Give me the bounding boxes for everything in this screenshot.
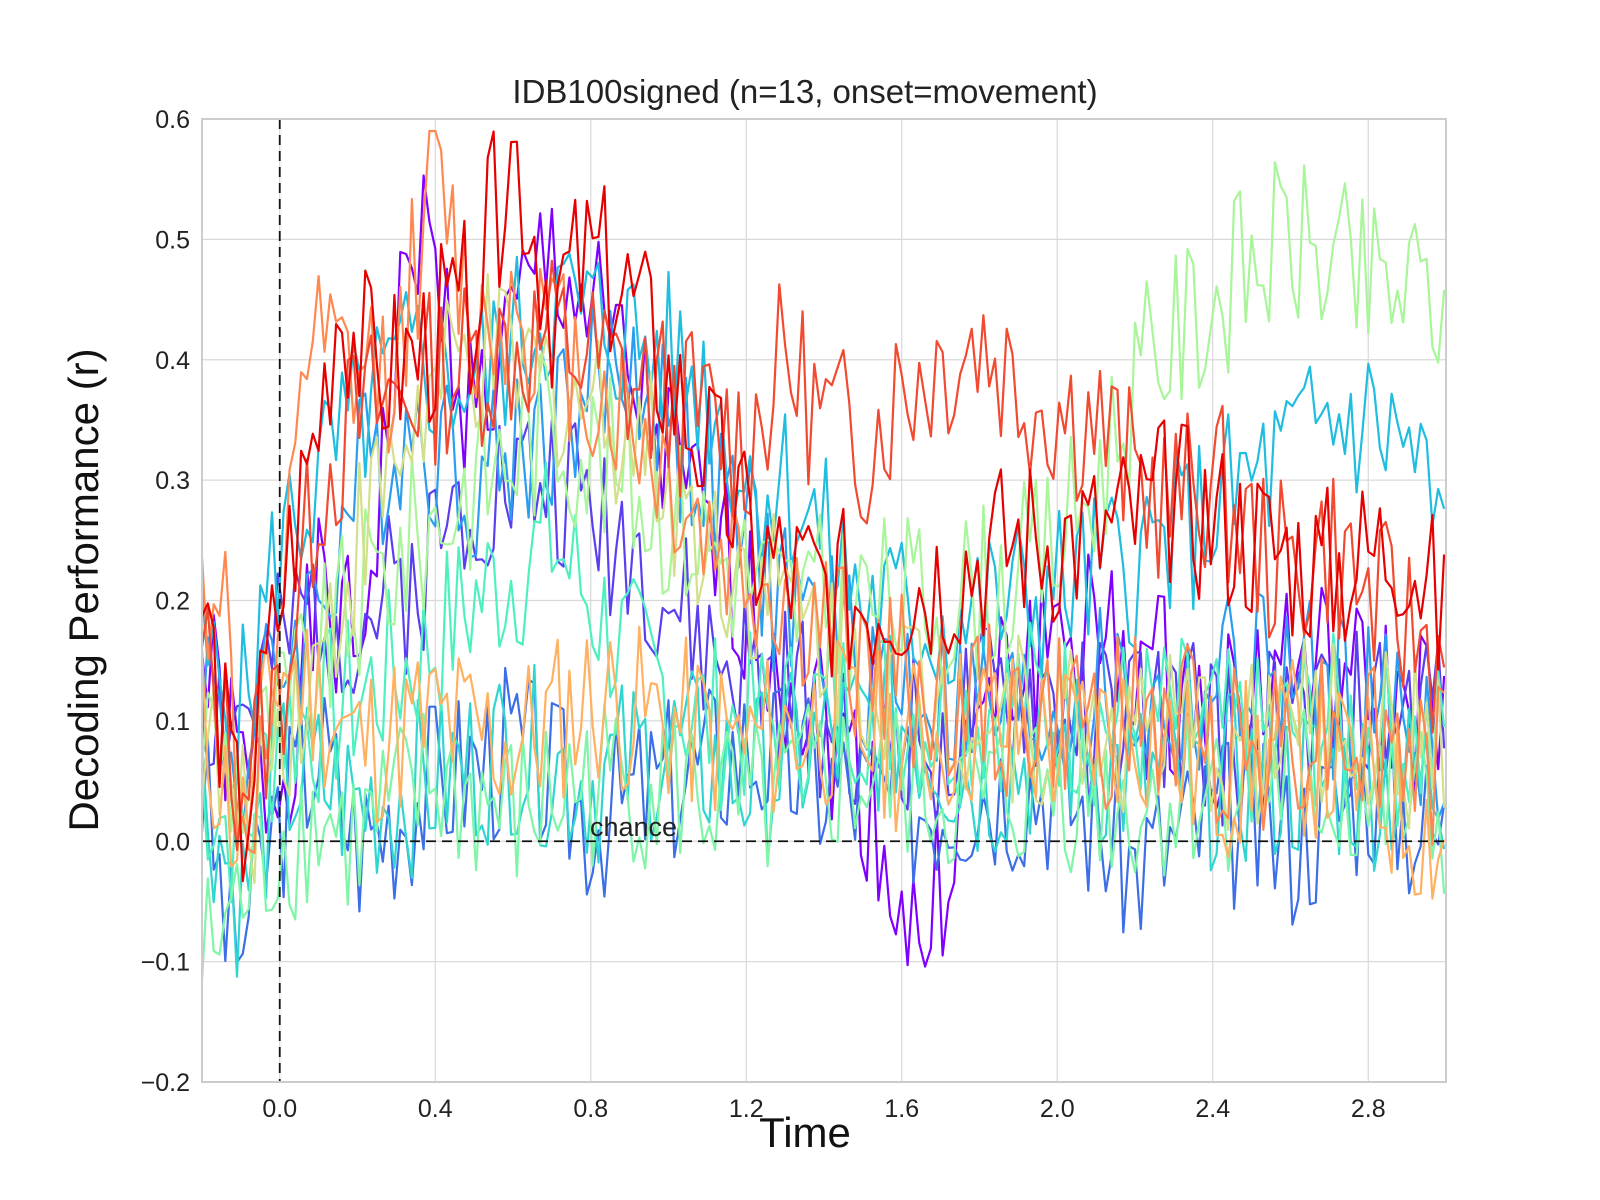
- x-tick-label: 0.4: [418, 1095, 453, 1123]
- y-axis-label: Decoding Performance (r): [60, 348, 107, 831]
- y-tick-label: 0.5: [155, 226, 190, 254]
- tick-labels: 0.0 0.4 0.8 1.2 1.6 2.0 2.4 2.8 −0.2 −0.1 0.0 0.1 0.…: [141, 106, 1386, 1123]
- y-tick-label: 0.4: [155, 347, 190, 375]
- chance-label: chance: [590, 812, 677, 842]
- y-tick-label: 0.0: [155, 828, 190, 856]
- series-line: [200, 130, 1446, 883]
- chart-title: IDB100signed (n=13, onset=movement): [512, 73, 1097, 110]
- y-tick-label: 0.1: [155, 708, 190, 736]
- plot-frame: [201, 118, 1447, 1083]
- x-tick-label: 0.8: [573, 1095, 608, 1123]
- series-line: [200, 161, 1446, 835]
- x-axis-label: Time: [759, 1109, 851, 1156]
- reference-lines: [202, 119, 1446, 1082]
- series-line: [200, 129, 1445, 855]
- series-line: [200, 273, 1446, 885]
- x-tick-label: 0.0: [262, 1095, 297, 1123]
- x-tick-label: 1.2: [729, 1095, 764, 1123]
- y-tick-label: 0.3: [155, 467, 190, 495]
- y-tick-label: 0.6: [155, 106, 190, 134]
- x-tick-label: 2.0: [1040, 1095, 1075, 1123]
- x-tick-label: 2.4: [1195, 1095, 1230, 1123]
- y-tick-label: 0.2: [155, 588, 190, 616]
- x-tick-label: 1.6: [884, 1095, 919, 1123]
- series-line: [200, 625, 1446, 900]
- series-group: [200, 129, 1446, 981]
- series-line: [200, 698, 1446, 981]
- series-line: [200, 634, 1446, 978]
- x-tick-label: 2.8: [1351, 1095, 1386, 1123]
- y-tick-label: −0.1: [141, 949, 190, 977]
- y-tick-label: −0.2: [141, 1069, 190, 1097]
